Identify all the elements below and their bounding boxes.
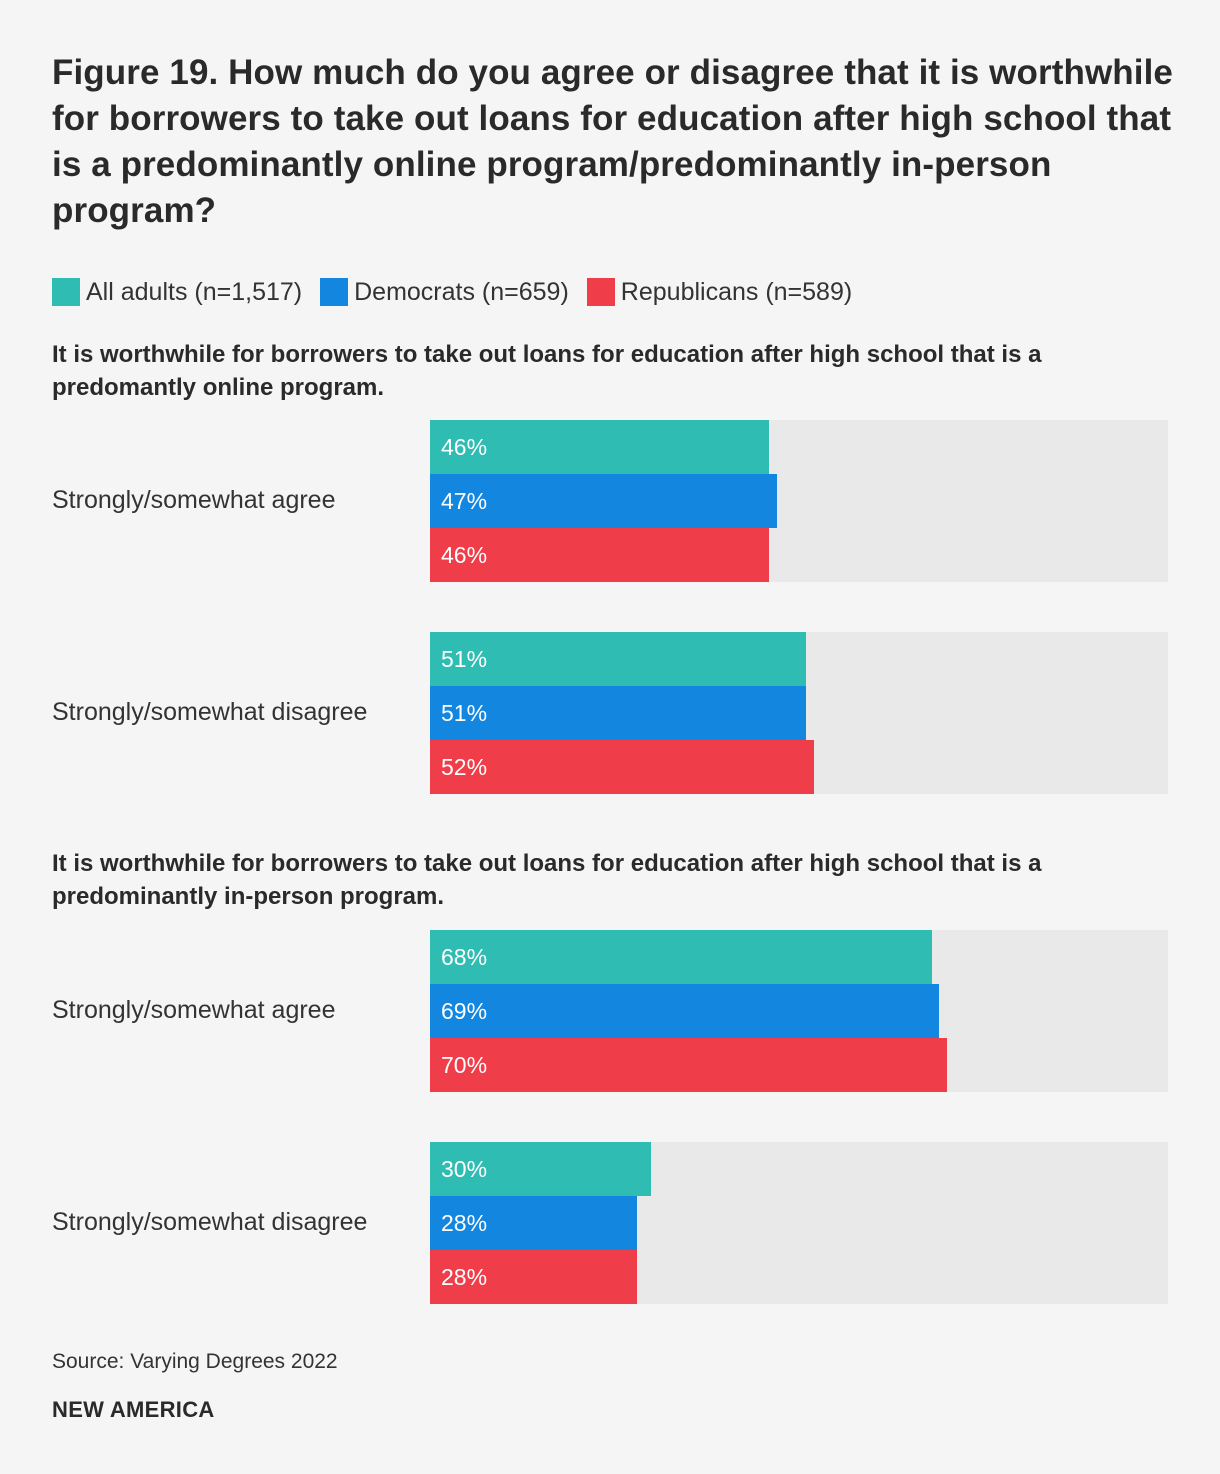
bar-online-agree-democrats: 47% [430, 474, 777, 528]
bar-track-in-person-disagree: 30% 28% 28% [430, 1142, 1168, 1304]
bar-label-in-person-disagree-republicans: 28% [441, 1264, 488, 1290]
bar-label-online-disagree-all-adults: 51% [441, 646, 488, 672]
bar-online-disagree-democrats: 51% [430, 686, 807, 740]
bar-label-in-person-agree-all-adults: 68% [441, 944, 488, 970]
legend-label-democrats: Democrats (n=659) [354, 277, 569, 306]
bar-online-disagree-republicans: 52% [430, 740, 814, 794]
bar-in-person-agree-republicans: 70% [430, 1038, 947, 1092]
bar-track-online-disagree: 51% 51% 52% [430, 632, 1168, 794]
bar-online-agree-all-adults: 46% [430, 420, 770, 474]
legend-swatch-all-adults [52, 278, 80, 306]
bar-label-online-disagree-democrats: 51% [441, 700, 488, 726]
bar-label-online-agree-democrats: 47% [441, 488, 488, 514]
group-label-online-disagree: Strongly/somewhat disagree [52, 698, 368, 726]
bar-label-in-person-agree-republicans: 70% [441, 1052, 488, 1078]
bar-online-disagree-all-adults: 51% [430, 632, 807, 686]
bar-label-online-agree-republicans: 46% [441, 542, 488, 568]
section-title-in-person: It is worthwhile for borrowers to take o… [52, 850, 1042, 910]
section-title-online: It is worthwhile for borrowers to take o… [52, 341, 1042, 401]
group-label-in-person-agree: Strongly/somewhat agree [52, 996, 336, 1024]
bar-in-person-disagree-all-adults: 30% [430, 1142, 652, 1196]
legend-label-all-adults: All adults (n=1,517) [86, 277, 303, 306]
legend-item-democrats: Democrats (n=659) [320, 278, 569, 307]
bar-in-person-disagree-republicans: 28% [430, 1250, 637, 1304]
bar-label-in-person-disagree-all-adults: 30% [441, 1156, 488, 1182]
group-label-online-agree: Strongly/somewhat agree [52, 486, 336, 514]
bar-track-online-agree: 46% 47% 46% [430, 420, 1168, 582]
bar-label-in-person-agree-democrats: 69% [441, 998, 488, 1024]
bar-in-person-disagree-democrats: 28% [430, 1196, 637, 1250]
brand-logo-text: NEW AMERICA [52, 1397, 215, 1422]
bar-label-in-person-disagree-democrats: 28% [441, 1210, 488, 1236]
legend-swatch-democrats [320, 278, 349, 306]
bar-in-person-agree-democrats: 69% [430, 984, 940, 1038]
bar-in-person-agree-all-adults: 68% [430, 930, 932, 984]
bar-online-agree-republicans: 46% [430, 528, 770, 582]
source-note: Source: Varying Degrees 2022 [52, 1350, 338, 1373]
legend-item-republicans: Republicans (n=589) [586, 277, 853, 307]
bar-label-online-disagree-republicans: 52% [441, 754, 488, 780]
legend-swatch-republicans [586, 278, 615, 306]
group-label-in-person-disagree: Strongly/somewhat disagree [52, 1208, 368, 1236]
legend-item-all-adults: All adults (n=1,517) [52, 278, 302, 307]
legend-label-republicans: Republicans (n=589) [620, 277, 853, 306]
bar-track-in-person-agree: 68% 69% 70% [430, 930, 1168, 1092]
bar-label-online-agree-all-adults: 46% [441, 434, 488, 460]
legend: All adults (n=1,517) Democrats (n=659) R… [52, 275, 870, 309]
chart-title: Figure 19. How much do you agree or disa… [52, 53, 1173, 230]
